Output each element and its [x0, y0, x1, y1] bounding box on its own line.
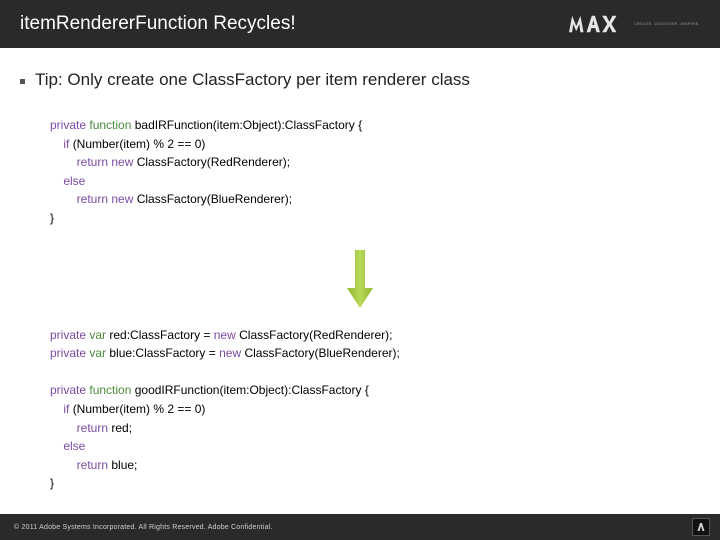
max-logo: CREATE. DISCOVER. INSPIRE.	[568, 13, 700, 35]
adobe-logo	[692, 518, 710, 536]
code-block-good: private var red:ClassFactory = new Class…	[50, 326, 700, 493]
tip-text: Tip: Only create one ClassFactory per it…	[35, 70, 470, 90]
adobe-logo-icon	[696, 522, 706, 532]
content-area: Tip: Only create one ClassFactory per it…	[0, 48, 720, 493]
bullet-icon	[20, 79, 25, 84]
bullet-row: Tip: Only create one ClassFactory per it…	[20, 70, 700, 90]
arrow-down-icon	[347, 250, 373, 308]
max-tagline: CREATE. DISCOVER. INSPIRE.	[634, 22, 700, 26]
slide-title: itemRendererFunction Recycles!	[20, 13, 296, 35]
max-logo-icon	[568, 13, 630, 35]
code-block-bad: private function badIRFunction(item:Obje…	[50, 116, 700, 228]
header-bar: itemRendererFunction Recycles! CREATE. D…	[0, 0, 720, 48]
arrow-down	[20, 250, 700, 308]
footer-bar: © 2011 Adobe Systems Incorporated. All R…	[0, 514, 720, 540]
copyright-text: © 2011 Adobe Systems Incorporated. All R…	[14, 524, 273, 531]
